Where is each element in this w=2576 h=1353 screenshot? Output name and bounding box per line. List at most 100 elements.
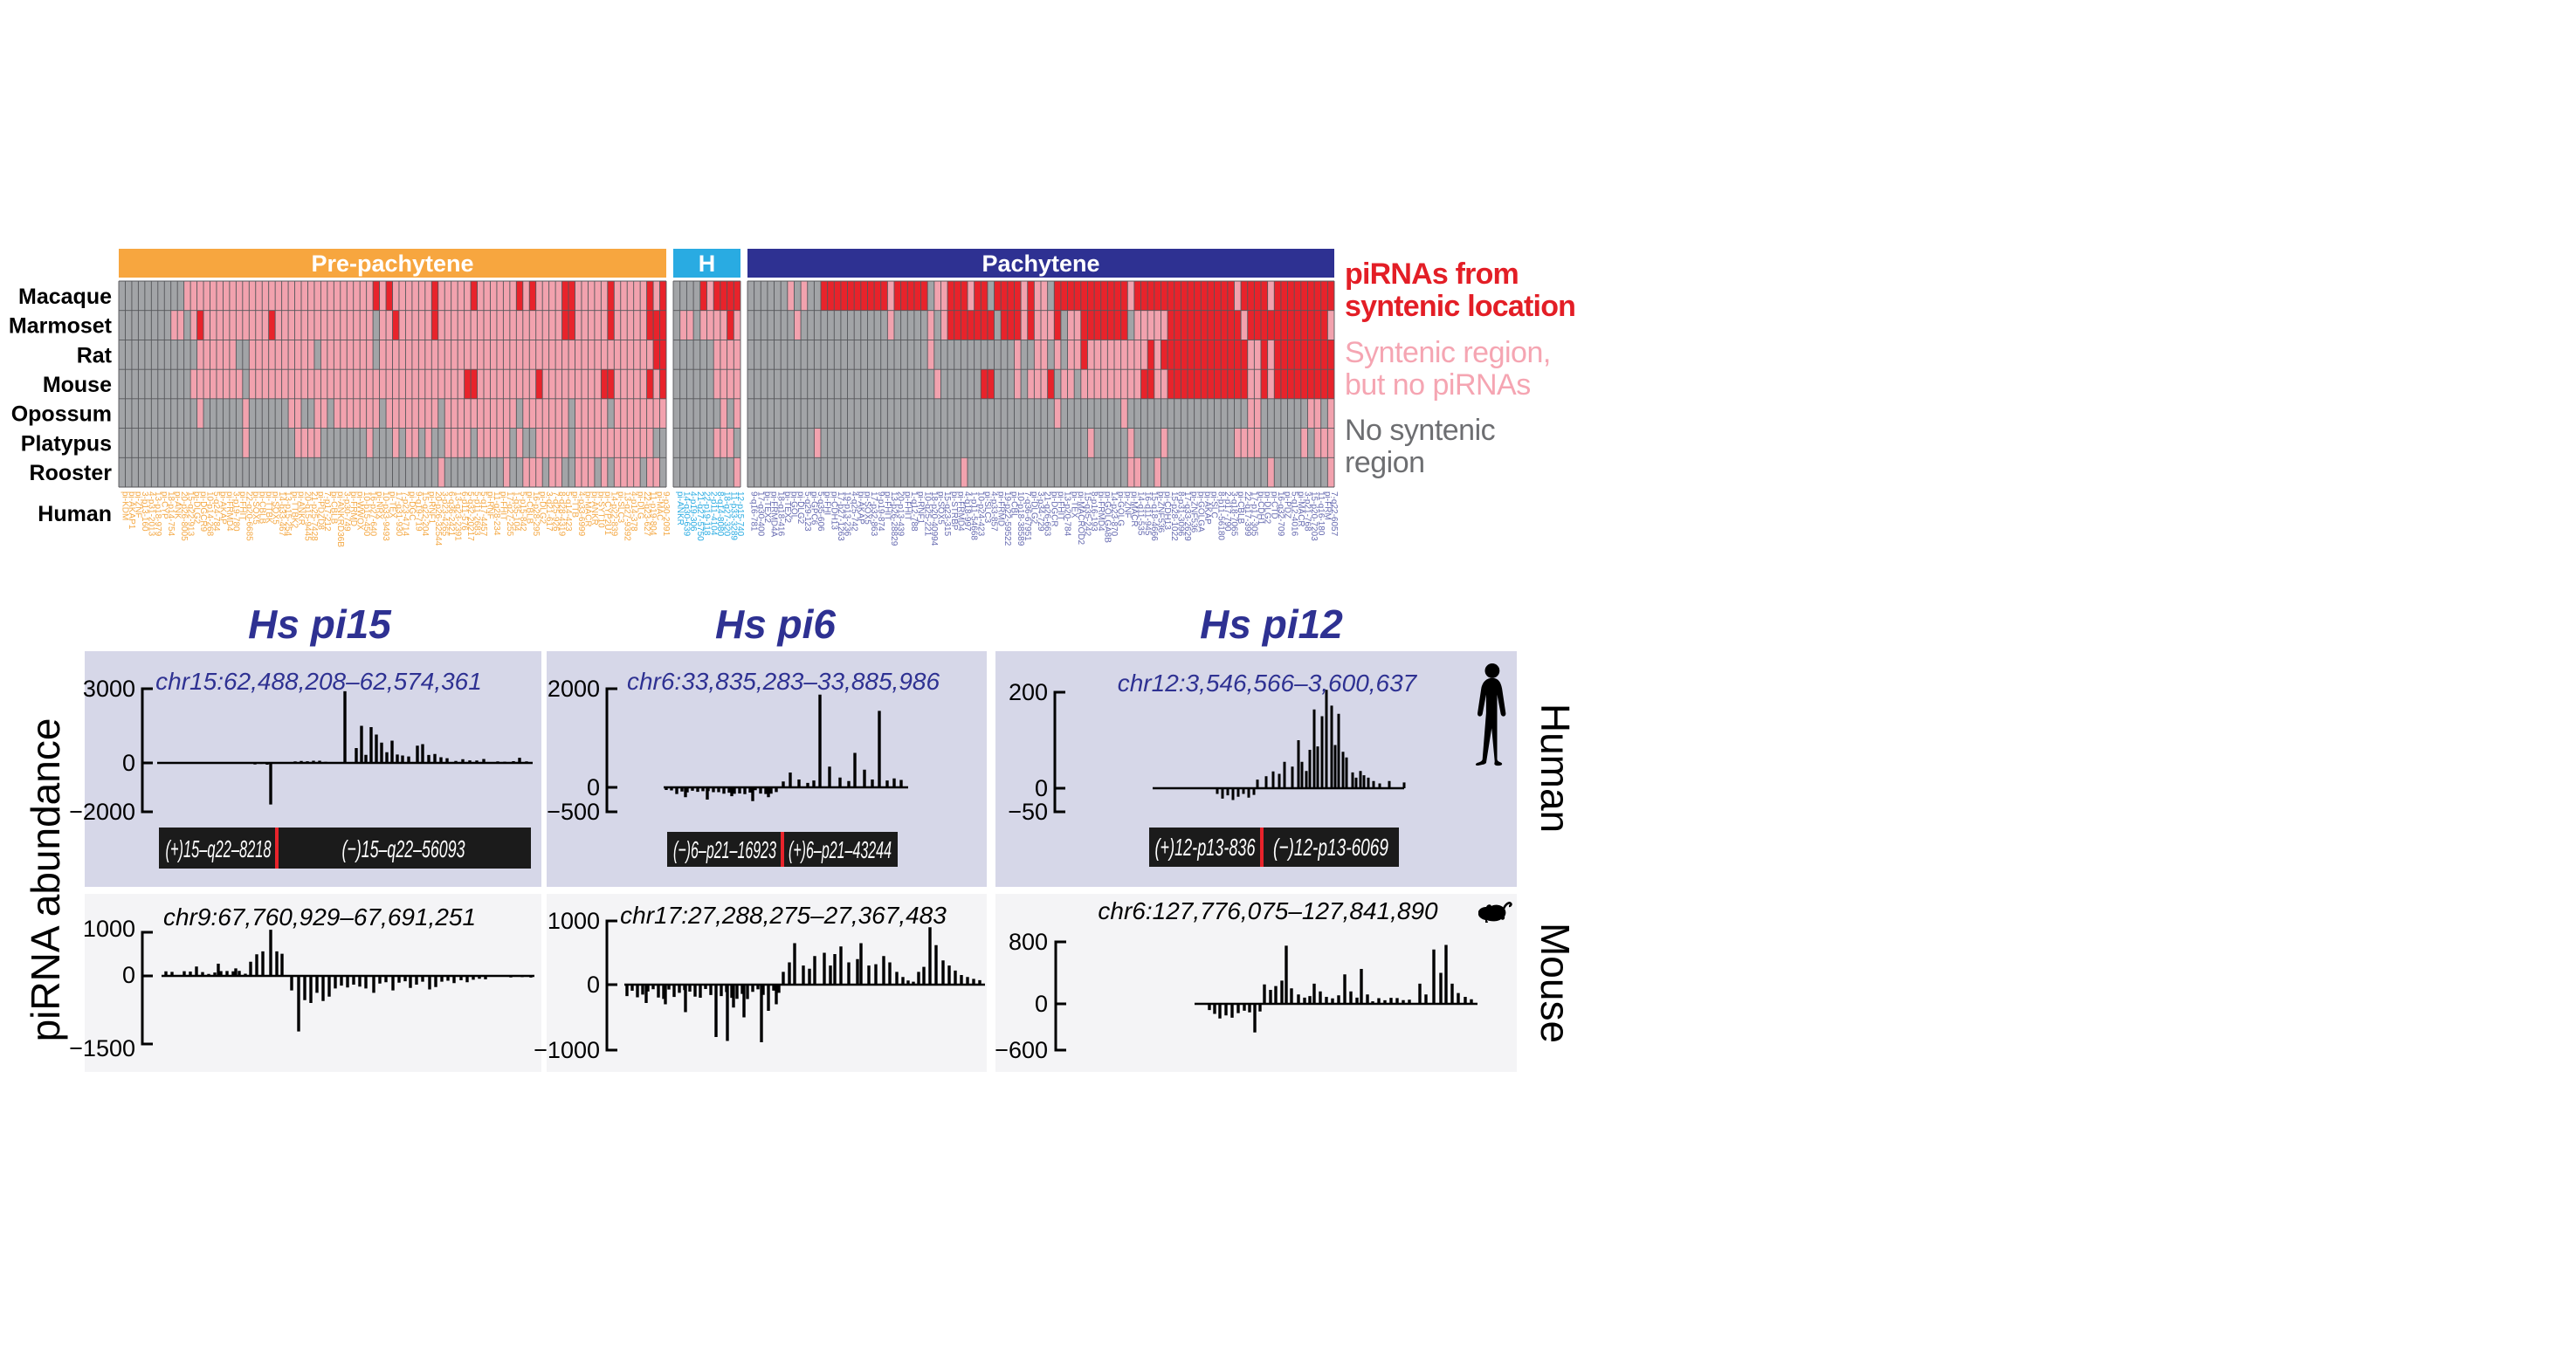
svg-text:pi-DLG2: pi-DLG2 [1030,491,1039,525]
svg-text:pi-FRMD4: pi-FRMD4 [1096,491,1105,532]
svg-text:pi-CDH13: pi-CDH13 [1162,491,1172,530]
svg-text:No syntenic: No syntenic [1345,414,1496,447]
svg-text:pi-TTB: pi-TTB [570,491,580,518]
svg-text:1-q12-788: 1-q12-788 [909,491,919,532]
svg-text:9-p30-2091: 9-p30-2091 [661,491,671,537]
svg-text:4-p33-857: 4-p33-857 [989,491,999,532]
svg-text:pi-STRBP: pi-STRBP [949,491,959,531]
svg-text:pi-ZNF: pi-ZNF [1122,491,1132,519]
svg-text:(+)15–q22–8218: (+)15–q22–8218 [166,835,272,862]
svg-text:Human: Human [38,502,112,526]
svg-text:pi-TEX: pi-TEX [388,491,397,519]
svg-text:16-p28-295: 16-p28-295 [531,491,541,537]
svg-text:9-q19-719: 9-q19-719 [414,491,424,532]
svg-text:pi-TEX2: pi-TEX2 [782,491,792,524]
svg-text:19-p22-59522: 19-p22-59522 [1002,491,1012,546]
svg-text:11-p19-804: 11-p19-804 [648,491,658,536]
svg-text:3-q21-617: 3-q21-617 [544,491,554,532]
svg-text:pi-FRMD4: pi-FRMD4 [956,491,966,532]
svg-text:15-p28-1022: 15-p28-1022 [1169,491,1179,541]
svg-text:0: 0 [587,972,600,998]
svg-text:18-q18-416: 18-q18-416 [775,491,785,537]
svg-text:21-q27-5750: 21-q27-5750 [695,491,705,541]
svg-text:Mouse: Mouse [43,373,112,397]
svg-text:8-p16-193: 8-p16-193 [1089,491,1099,532]
svg-text:pi-FRMD4: pi-FRMD4 [224,491,234,532]
svg-text:(+)12-p13-836: (+)12-p13-836 [1155,834,1256,861]
svg-text:pi-AKAP1: pi-AKAP1 [127,491,136,530]
svg-text:pi-ANKR: pi-ANKR [589,491,599,525]
svg-text:chr9:67,760,929–67,691,251: chr9:67,760,929–67,691,251 [163,903,476,931]
svg-text:pi-FHIT: pi-FHIT [499,491,508,520]
svg-text:1000: 1000 [548,908,600,934]
svg-text:4-p33-6999: 4-p33-6999 [576,491,586,537]
svg-text:pi-DLG2: pi-DLG2 [1263,491,1272,525]
svg-text:4-q25-742: 4-q25-742 [849,491,858,532]
svg-text:pi-WWOX: pi-WWOX [355,491,364,531]
svg-text:5-q35-606: 5-q35-606 [816,491,825,532]
svg-text:3-p30-749: 3-p30-749 [341,491,351,532]
svg-text:−1000: −1000 [534,1037,600,1063]
svg-text:chr6:127,776,075–127,841,890: chr6:127,776,075–127,841,890 [1098,897,1438,924]
svg-text:pi-CBLB: pi-CBLB [257,491,266,525]
svg-text:pi-GOL: pi-GOL [789,491,799,520]
svg-text:pi-ZNF536: pi-ZNF536 [1156,491,1166,533]
svg-text:pi-SOX5: pi-SOX5 [936,491,946,525]
svg-text:4-p19-306: 4-p19-306 [688,491,698,532]
svg-text:14-q11-535: 14-q11-535 [1136,491,1146,536]
svg-text:5-q14-423: 5-q14-423 [563,491,573,532]
svg-text:14-q33-467: 14-q33-467 [277,491,286,537]
svg-text:pi-DGC: pi-DGC [407,491,417,520]
svg-text:Rooster: Rooster [30,461,113,485]
svg-text:3-p34-729: 3-p34-729 [1036,491,1045,532]
svg-text:pi-CBLB: pi-CBLB [1236,491,1245,525]
svg-text:pi-CYP2U1: pi-CYP2U1 [603,491,612,535]
svg-text:15-q18-4666: 15-q18-4666 [1149,491,1159,541]
svg-text:Opossum: Opossum [11,402,112,427]
svg-text:13-p18-979: 13-p18-979 [153,491,162,537]
svg-text:pi-TTBK2: pi-TTBK2 [290,491,300,529]
svg-text:Syntenic region,: Syntenic region, [1345,336,1551,369]
svg-text:Pre-pachytene: Pre-pachytene [311,251,473,277]
svg-text:2000: 2000 [548,676,600,702]
svg-text:2-p17-790: 2-p17-790 [1223,491,1232,532]
svg-text:0: 0 [122,962,135,988]
svg-text:10-p15-450: 10-p15-450 [362,491,371,537]
svg-text:pi-TEX2: pi-TEX2 [762,491,772,524]
svg-text:pi-SYT10: pi-SYT10 [596,491,606,528]
svg-text:18-p20-40994: 18-p20-40994 [929,491,939,546]
svg-text:pi-CDH1: pi-CDH1 [1256,491,1265,525]
svg-text:10-q25-221: 10-q25-221 [922,491,932,537]
svg-text:0: 0 [1035,991,1048,1017]
svg-text:pi-RNF1: pi-RNF1 [426,491,436,525]
svg-text:pi-FRMD: pi-FRMD [348,491,358,526]
svg-text:8-p11-56180: 8-p11-56180 [1216,491,1225,540]
svg-text:14-p23-870: 14-p23-870 [1109,491,1119,537]
svg-text:pi-TTBK: pi-TTBK [264,491,273,524]
svg-text:5-q32-20217: 5-q32-20217 [465,491,475,541]
svg-text:5-q24-784: 5-q24-784 [211,491,221,532]
svg-text:5-p15-842: 5-p15-842 [518,491,527,532]
svg-text:pi-GOLGA8B: pi-GOLGA8B [1103,491,1112,543]
svg-text:chr6:33,835,283–33,885,986: chr6:33,835,283–33,885,986 [627,668,940,695]
svg-text:pi-FHIT: pi-FHIT [902,491,912,520]
svg-text:0: 0 [122,750,135,776]
svg-text:Macaque: Macaque [18,285,112,309]
svg-text:12-p15-740: 12-p15-740 [735,491,745,537]
svg-text:but no piRNAs: but no piRNAs [1345,368,1531,402]
svg-text:17-p32-863: 17-p32-863 [869,491,878,537]
svg-text:pi-FRMD: pi-FRMD [995,491,1005,526]
svg-text:22-q23-627: 22-q23-627 [642,491,651,537]
svg-text:Platypus: Platypus [21,431,112,456]
svg-text:15-q23-315: 15-q23-315 [942,491,952,537]
svg-text:17-q27-255: 17-q27-255 [505,491,514,537]
svg-text:17-q31-930: 17-q31-930 [394,491,403,537]
svg-text:pi-GOLG: pi-GOLG [1116,491,1126,526]
svg-text:19-p13-236: 19-p13-236 [843,491,852,537]
svg-text:pi-FHIT: pi-FHIT [883,491,892,520]
svg-text:5-q12-4016: 5-q12-4016 [1289,491,1298,537]
svg-text:16-q11-945: 16-q11-945 [1142,491,1152,536]
svg-text:20-p26-8005: 20-p26-8005 [179,491,189,541]
svg-text:13-p15-254: 13-p15-254 [283,491,293,537]
svg-text:pi-KDM: pi-KDM [121,491,130,520]
